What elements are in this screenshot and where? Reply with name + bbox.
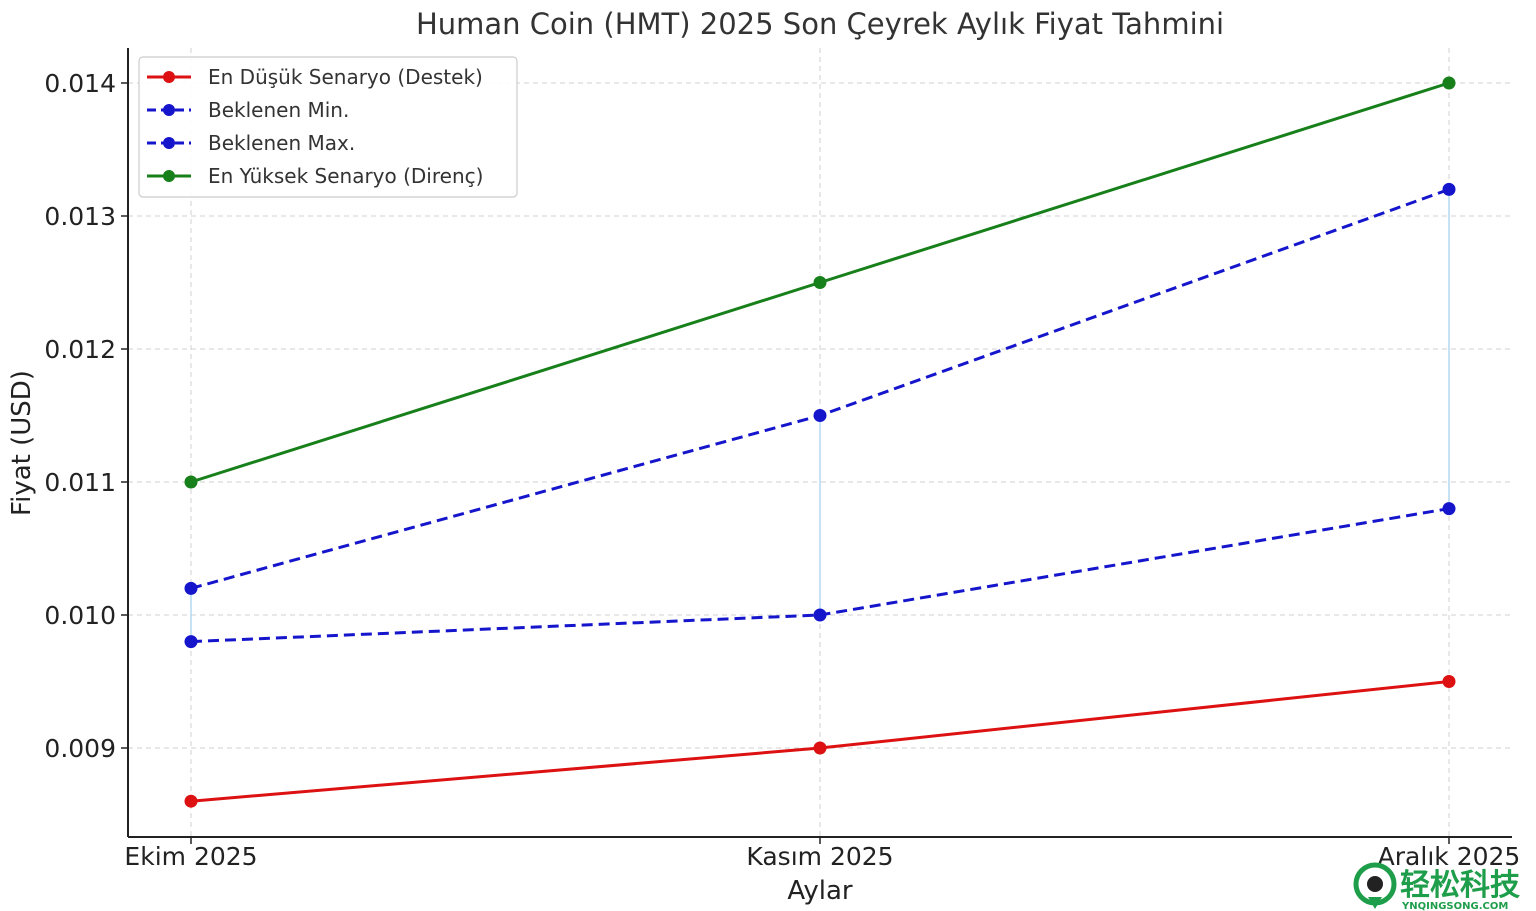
- legend: En Düşük Senaryo (Destek) Beklenen Min. Be…: [138, 56, 518, 198]
- watermark-logo-icon: [1353, 862, 1397, 909]
- legend-swatch-marker: [163, 104, 175, 116]
- legend-swatch-marker: [163, 170, 175, 182]
- y-tick-label: 0.012: [44, 335, 116, 364]
- legend-items: En Düşük Senaryo (Destek) Beklenen Min. Be…: [147, 65, 483, 188]
- y-tick-label: 0.014: [44, 69, 116, 98]
- watermark-text: 轻松科技: [1400, 868, 1520, 903]
- series-point: [1442, 182, 1456, 196]
- grid-layer: [128, 48, 1512, 837]
- range-shading-layer: [190, 189, 1450, 642]
- series-point: [184, 794, 198, 808]
- legend-entry-label: Beklenen Min.: [208, 98, 349, 122]
- x-axis-label: Aylar: [787, 876, 853, 906]
- series-point: [1442, 675, 1456, 688]
- series-point: [813, 608, 827, 622]
- axes-layer: 0.009 0.010 0.011 0.012 0.013 0.014 Ekim 2025 K…: [44, 48, 1520, 871]
- series-point: [184, 581, 198, 595]
- legend-frame: [138, 56, 518, 198]
- series-point: [1442, 502, 1456, 516]
- chart-title: Human Coin (HMT) 2025 Son Çeyrek Aylık F…: [416, 7, 1224, 41]
- legend-entry-label: Beklenen Max.: [208, 131, 355, 155]
- series-point: [813, 741, 827, 755]
- series-layer: [184, 76, 1456, 808]
- watermark-subtext: YNQINGSONG.COM: [1401, 901, 1508, 911]
- series-point: [813, 276, 827, 289]
- series-point: [184, 635, 198, 649]
- series-point: [1442, 76, 1456, 90]
- y-tick-label: 0.011: [44, 468, 116, 497]
- series-point: [184, 475, 198, 489]
- legend-entry-label: En Yüksek Senaryo (Direnç): [208, 164, 483, 188]
- y-tick-label: 0.010: [44, 601, 116, 630]
- legend-entry-label: En Düşük Senaryo (Destek): [208, 65, 483, 89]
- legend-swatch-marker: [163, 137, 175, 149]
- x-tick-label: Aralık 2025: [1378, 842, 1521, 871]
- y-tick-label: 0.013: [44, 202, 116, 231]
- legend-swatch-marker: [163, 71, 175, 83]
- series-point: [813, 409, 827, 422]
- y-tick-label: 0.009: [44, 734, 116, 763]
- watermark: 轻松科技 YNQINGSONG.COM: [1353, 862, 1520, 911]
- x-tick-label: Ekim 2025: [124, 842, 257, 871]
- x-tick-label: Kasım 2025: [746, 842, 893, 871]
- y-axis-label: Fiyat (USD): [7, 370, 37, 516]
